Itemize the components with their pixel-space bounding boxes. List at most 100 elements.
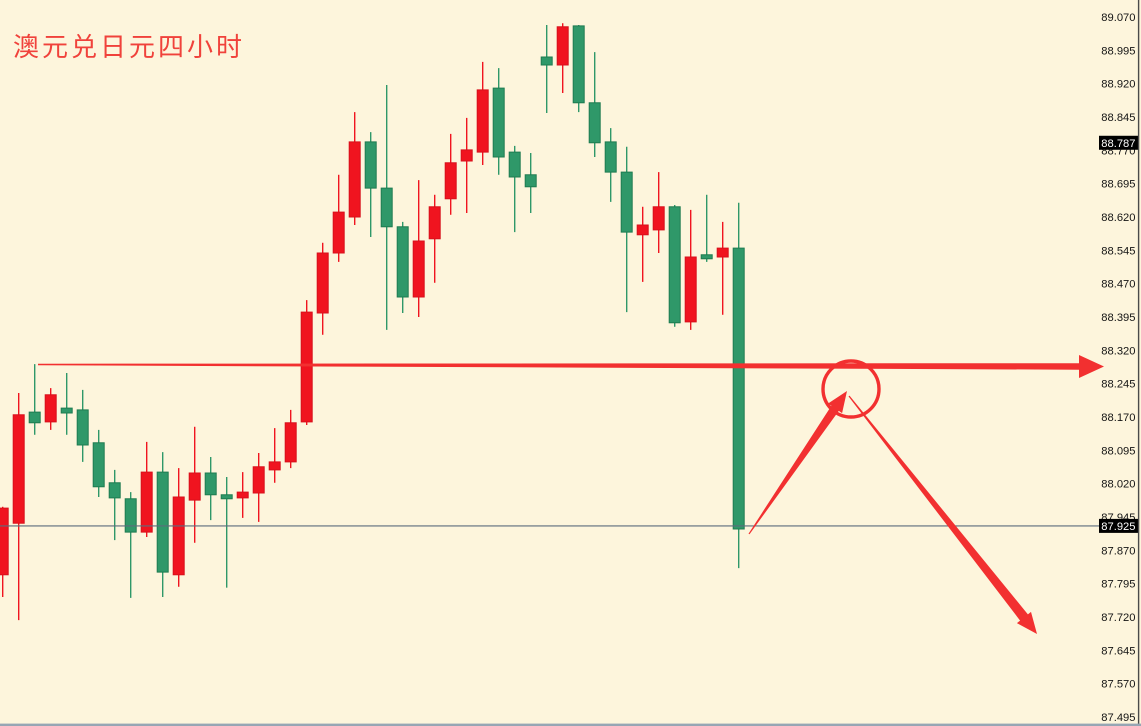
candle-body xyxy=(300,311,313,423)
y-axis-label: 87.720 xyxy=(1101,612,1135,624)
y-axis-label: 88.020 xyxy=(1101,479,1135,491)
candle-body xyxy=(732,247,745,530)
candle xyxy=(460,117,473,213)
candle xyxy=(140,441,153,537)
candle xyxy=(476,61,489,165)
candle xyxy=(700,194,713,262)
y-axis-label: 88.245 xyxy=(1101,379,1135,391)
candle-body xyxy=(476,89,489,153)
candle xyxy=(220,476,233,588)
candle xyxy=(60,372,73,435)
candle xyxy=(236,472,249,518)
candle-body xyxy=(716,247,729,258)
candle xyxy=(732,202,745,569)
candle xyxy=(556,23,569,93)
candle xyxy=(508,145,521,233)
candle-body xyxy=(220,494,233,500)
candle-body xyxy=(364,141,377,189)
candle xyxy=(716,221,729,315)
y-axis-label: 88.470 xyxy=(1101,279,1135,291)
candle-body xyxy=(44,394,57,423)
candle xyxy=(188,426,201,543)
candle xyxy=(348,112,361,225)
y-axis-label: 87.495 xyxy=(1101,712,1135,724)
y-axis-label: 88.995 xyxy=(1101,45,1135,57)
candle-body xyxy=(508,151,521,178)
candle-body xyxy=(444,162,457,200)
annotations-layer xyxy=(38,355,1104,634)
candle-body xyxy=(348,141,361,218)
candle-body xyxy=(156,471,169,573)
candle-body xyxy=(380,187,393,228)
candle-body xyxy=(620,171,633,233)
candle-body xyxy=(92,442,105,488)
candle-body xyxy=(236,491,249,499)
candle-body xyxy=(316,252,329,314)
price-marker-label: 88.787 xyxy=(1101,138,1135,150)
candle-body xyxy=(140,471,153,533)
window-bottom-edge xyxy=(0,723,1141,726)
candle xyxy=(540,24,553,113)
candle xyxy=(44,388,57,430)
candle xyxy=(12,392,25,621)
candle-body xyxy=(76,409,89,446)
y-axis-label: 87.870 xyxy=(1101,545,1135,557)
candle-body xyxy=(284,422,297,463)
y-axis-label: 88.620 xyxy=(1101,212,1135,224)
candle-body xyxy=(12,414,25,524)
trendline-arrow[interactable] xyxy=(38,355,1104,378)
price-marker: 87.925 xyxy=(1099,518,1139,533)
candle xyxy=(412,180,425,317)
y-axis-label: 88.320 xyxy=(1101,345,1135,357)
up-arrow-annotation[interactable] xyxy=(748,391,848,535)
y-axis-label: 87.795 xyxy=(1101,579,1135,591)
candle xyxy=(524,152,537,213)
down-arrow-annotation[interactable] xyxy=(848,395,1038,634)
candle-body xyxy=(108,482,121,499)
candle xyxy=(124,492,137,598)
circle-annotation[interactable] xyxy=(821,359,881,419)
price-marker-box xyxy=(1099,135,1139,150)
candle xyxy=(92,429,105,497)
price-marker-label: 87.925 xyxy=(1101,521,1135,533)
y-axis-label: 88.395 xyxy=(1101,312,1135,324)
candle-body xyxy=(652,206,665,231)
candle-body xyxy=(396,226,409,298)
candle xyxy=(604,128,617,202)
candle-body xyxy=(252,466,265,494)
candle xyxy=(684,209,697,330)
y-axis-label: 88.170 xyxy=(1101,412,1135,424)
candle xyxy=(172,468,185,587)
y-axis-label: 88.845 xyxy=(1101,112,1135,124)
candle xyxy=(652,172,665,253)
candle xyxy=(668,204,681,327)
candle-body xyxy=(556,26,569,66)
candles-layer xyxy=(0,23,745,621)
y-axis-label: 87.645 xyxy=(1101,645,1135,657)
candle-body xyxy=(492,87,505,158)
candle-body xyxy=(524,174,537,188)
y-axis-label: 88.695 xyxy=(1101,179,1135,191)
candle xyxy=(428,194,441,283)
candle xyxy=(156,452,169,597)
candle xyxy=(396,221,409,313)
candle-body xyxy=(540,56,553,66)
candle-body xyxy=(172,496,185,576)
price-marker-box xyxy=(1099,518,1139,533)
candle xyxy=(0,506,9,597)
y-axis-label: 87.570 xyxy=(1101,679,1135,691)
candle-body xyxy=(588,102,601,144)
candle-body xyxy=(684,256,697,323)
candle-body xyxy=(604,141,617,173)
candle xyxy=(204,456,217,521)
candle xyxy=(28,364,41,435)
candle-body xyxy=(188,472,201,501)
candle-body xyxy=(668,206,681,324)
candle xyxy=(636,206,649,282)
candle-body xyxy=(28,411,41,424)
candle-body xyxy=(332,211,345,254)
candle xyxy=(364,132,377,237)
candle-body xyxy=(268,461,281,471)
